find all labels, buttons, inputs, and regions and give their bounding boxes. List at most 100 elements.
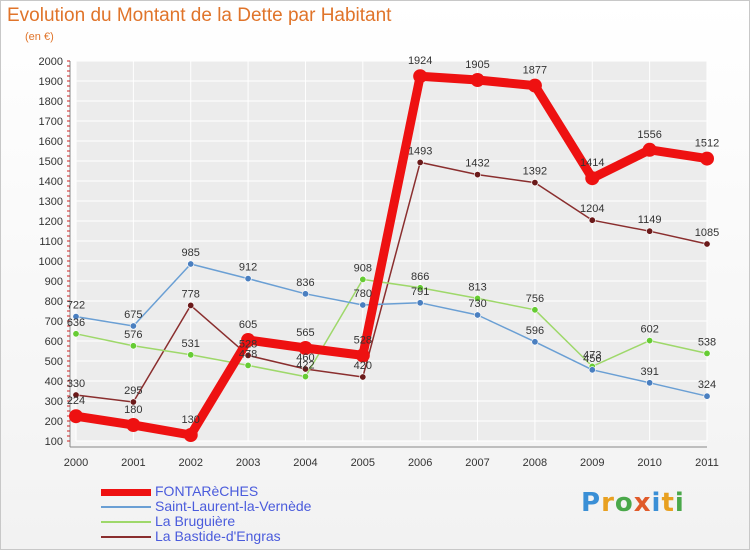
data-point [531,338,539,346]
data-label: 1512 [695,138,719,150]
data-label: 420 [354,360,372,372]
data-label: 422 [296,360,314,372]
y-tick-label: 1200 [39,216,63,228]
y-tick-label: 1100 [39,236,63,248]
data-label: 538 [698,336,716,348]
x-tick-label: 2007 [465,457,489,469]
data-label: 636 [67,317,85,329]
x-tick-label: 2003 [236,457,260,469]
data-point [298,341,313,355]
data-label: 460 [296,352,314,364]
y-tick-label: 1600 [39,136,63,148]
data-label: 722 [67,300,85,312]
data-label: 908 [354,262,372,274]
data-label: 1392 [523,166,547,178]
data-label: 565 [296,327,314,339]
data-label: 1905 [465,59,489,71]
x-tick-label: 2011 [695,457,719,469]
data-point [187,260,195,268]
data-point [703,240,711,248]
x-tick-label: 2001 [121,457,145,469]
data-point [416,299,424,307]
data-label: 456 [583,353,601,365]
data-label: 596 [526,325,544,337]
data-point [474,311,482,319]
x-tick-label: 2010 [637,457,661,469]
data-label: 1493 [408,145,432,157]
data-point [129,398,137,406]
data-point [474,171,482,179]
y-tick-label: 700 [45,316,63,328]
data-label: 1085 [695,227,719,239]
data-point [72,313,80,321]
data-point [646,227,654,235]
data-point [531,306,539,314]
data-label: 576 [124,329,142,341]
legend-swatch-la-bruguiere [101,521,151,523]
y-tick-label: 1800 [39,96,63,108]
data-point [646,337,654,345]
data-label: 531 [182,338,200,350]
data-point [588,216,596,224]
series-line [75,278,708,378]
data-label: 391 [640,366,658,378]
y-tick-label: 1500 [39,156,63,168]
x-tick-label: 2009 [580,457,604,469]
data-point [301,365,309,373]
data-point [531,179,539,187]
y-tick-label: 300 [45,396,63,408]
y-tick-label: 500 [45,356,63,368]
data-label: 791 [411,286,429,298]
data-point [187,351,195,359]
data-point [470,73,485,87]
y-tick-label: 1000 [39,256,63,268]
x-tick-label: 2000 [64,457,88,469]
data-label: 912 [239,262,257,274]
data-point [129,342,137,350]
y-tick-label: 2000 [39,56,63,68]
legend-label-fontareches: FONTARèCHES [155,483,259,499]
y-tick-label: 900 [45,276,63,288]
y-tick-label: 1400 [39,176,63,188]
data-point [588,366,596,374]
y-tick-label: 800 [45,296,63,308]
plot-area [76,61,707,441]
data-label: 330 [67,378,85,390]
data-point [413,69,428,84]
data-point [301,290,309,298]
data-label: 224 [67,395,85,407]
x-tick-label: 2008 [523,457,547,469]
data-label: 813 [468,281,486,293]
data-label: 295 [124,385,142,397]
series-line [75,263,708,397]
data-point [355,348,370,363]
data-point [474,294,482,302]
data-label: 1432 [465,158,489,170]
data-point [244,361,252,369]
data-label: 602 [640,324,658,336]
data-label: 1204 [580,203,604,215]
data-label: 780 [354,288,372,300]
data-point [72,391,80,399]
x-tick-label: 2004 [293,457,317,469]
data-point [359,275,367,283]
y-tick-label: 600 [45,336,63,348]
data-point [703,392,711,400]
data-label: 324 [698,379,716,391]
y-tick-label: 1900 [39,76,63,88]
data-point [72,330,80,338]
data-point [183,428,198,442]
series-line [75,161,708,403]
data-label: 180 [124,404,142,416]
data-label: 985 [182,247,200,259]
y-tick-label: 1700 [39,116,63,128]
legend-label-la-bruguiere: La Bruguière [155,513,236,529]
data-label: 866 [411,271,429,283]
legend-swatch-la-bastide [101,536,151,538]
data-point [244,351,252,359]
data-label: 1149 [638,214,662,226]
legend-label-saint-laurent: Saint-Laurent-la-Vernède [155,498,312,514]
data-label: 778 [182,288,200,300]
data-label: 1414 [580,157,604,169]
